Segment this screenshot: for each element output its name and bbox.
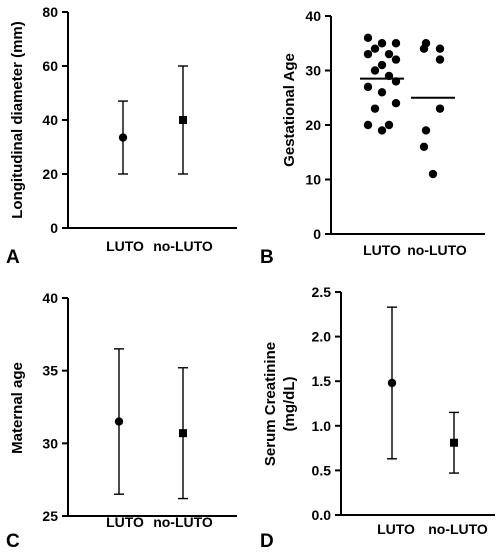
- y-tick-label: 2.5: [312, 284, 332, 300]
- y-tick-label: 20: [42, 166, 58, 182]
- chart-panel-b: 0 10 20 30 40 LUTO no-LUTO Gestational Age B: [260, 8, 485, 268]
- mean-marker: [179, 429, 187, 438]
- y-axis-label-line: (mg/dL): [281, 377, 298, 432]
- panel-letter: C: [6, 531, 20, 552]
- data-point: [370, 104, 380, 113]
- mean-marker: [450, 438, 458, 447]
- data-point: [435, 104, 445, 113]
- data-point: [384, 49, 394, 59]
- panel-letter: B: [260, 247, 274, 268]
- y-tick-label: 2.0: [312, 329, 332, 345]
- y-tick-label: 30: [305, 63, 321, 79]
- y-tick-label: 40: [42, 290, 58, 306]
- data-point: [370, 66, 380, 75]
- panel-letter: A: [6, 247, 20, 268]
- x-category-label: no-LUTO: [407, 242, 467, 258]
- data-point: [384, 120, 394, 130]
- y-axis-label: Maternal age: [9, 362, 26, 454]
- data-point: [421, 126, 431, 135]
- y-axis-label: Gestational Age: [281, 53, 298, 167]
- data-point: [428, 169, 438, 179]
- x-category-label: LUTO: [363, 242, 401, 258]
- data-point: [363, 120, 373, 130]
- mean-marker: [179, 116, 187, 124]
- chart-panel-a: 0 20 40 60 80 LUTO no-LUTO Longitudinal diamete…: [6, 4, 237, 268]
- y-tick-label: 25: [42, 508, 58, 524]
- x-category-label: no-LUTO: [153, 238, 213, 254]
- data-point: [377, 60, 387, 70]
- y-tick-label: 0.5: [312, 462, 332, 478]
- x-category-label: LUTO: [106, 238, 144, 254]
- mean-marker: [387, 378, 397, 388]
- data-point: [377, 88, 387, 97]
- data-point: [363, 33, 373, 42]
- chart-panel-c: 25 30 35 40 LUTO no-LUTO Maternal age C: [6, 290, 237, 552]
- data-point: [363, 49, 373, 59]
- data-point: [435, 55, 445, 64]
- mean-marker: [114, 417, 124, 426]
- x-category-label: LUTO: [106, 514, 144, 530]
- data-point: [377, 39, 387, 48]
- y-tick-label: 0: [50, 220, 58, 236]
- y-tick-label: 0: [313, 226, 321, 242]
- y-tick-label: 0.0: [312, 507, 332, 523]
- y-tick-label: 1.5: [312, 373, 332, 389]
- data-point: [419, 44, 429, 53]
- panel-letter: D: [260, 531, 274, 552]
- data-point: [363, 82, 373, 92]
- y-tick-label: 20: [305, 117, 321, 133]
- data-point: [391, 39, 401, 48]
- data-point: [370, 44, 380, 53]
- data-point: [391, 99, 401, 108]
- y-tick-label: 30: [42, 435, 58, 451]
- y-axis-label-line: Serum Creatinine: [262, 342, 279, 466]
- x-category-label: LUTO: [377, 521, 415, 537]
- y-tick-label: 80: [42, 4, 58, 20]
- y-tick-label: 40: [305, 8, 321, 24]
- y-tick-label: 40: [42, 112, 58, 128]
- y-tick-label: 10: [305, 172, 321, 188]
- y-tick-label: 1.0: [312, 418, 332, 434]
- data-point: [435, 44, 445, 53]
- data-point: [377, 126, 387, 135]
- data-point: [391, 55, 401, 64]
- x-category-label: no-LUTO: [428, 521, 488, 537]
- x-category-label: no-LUTO: [153, 514, 213, 530]
- y-tick-label: 60: [42, 58, 58, 74]
- chart-panel-d: 0.0 0.5 1.0 1.5 2.0 2.5 LUTO no-LUTO Serum Creat…: [260, 284, 495, 552]
- y-axis-label: Serum Creatinine (mg/dL): [262, 342, 298, 466]
- data-point: [419, 142, 429, 151]
- y-axis-label: Longitudinal diameter (mm): [9, 21, 26, 219]
- y-tick-label: 35: [42, 363, 58, 379]
- mean-marker: [118, 133, 128, 142]
